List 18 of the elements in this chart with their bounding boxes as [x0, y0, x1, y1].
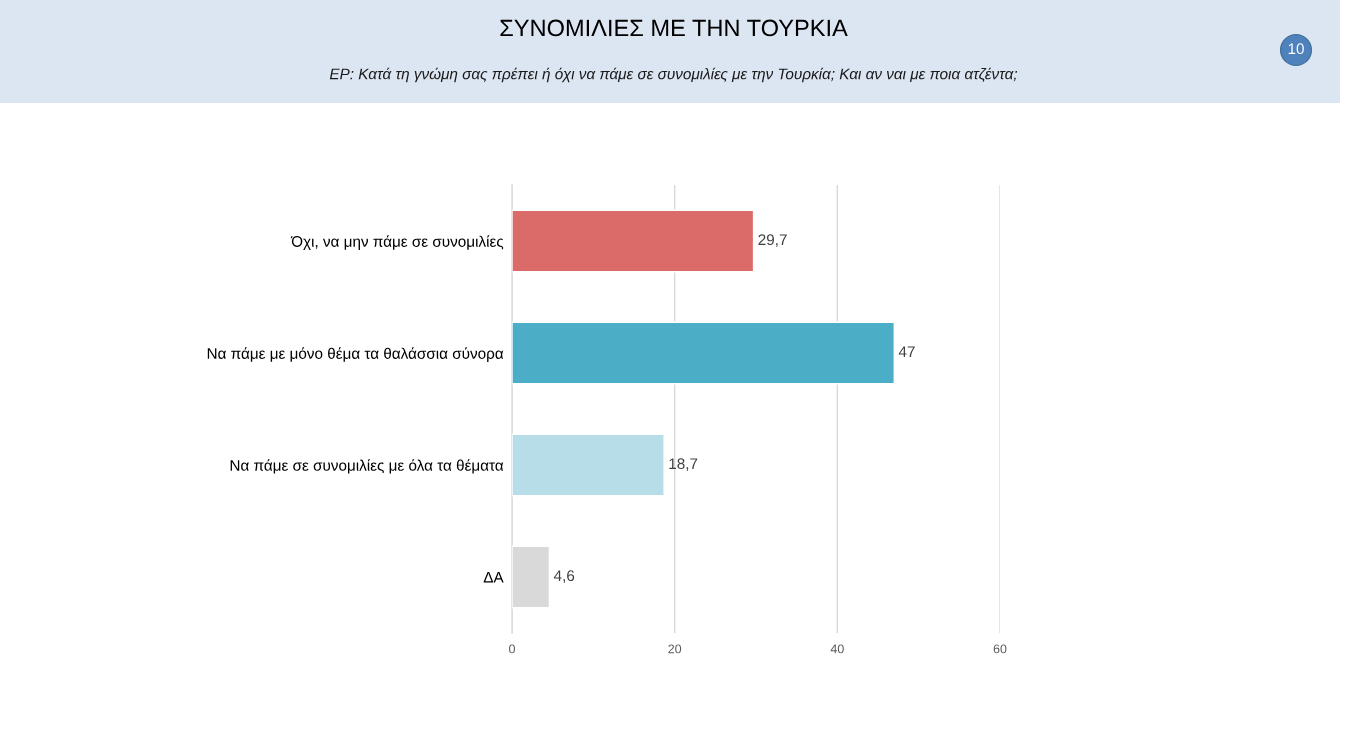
y-tick-label: ΔΑ: [483, 572, 504, 583]
text: 10: [1288, 43, 1304, 55]
bar: [512, 321, 895, 385]
x-tick-label: 20: [668, 644, 682, 654]
bar: [512, 433, 665, 497]
data-label: 47: [898, 346, 915, 357]
chart-subtitle: ΕΡ: Κατά τη γνώμη σας πρέπει ή όχι να πάμε σε συνομιλίες με την Τουρκία; Και αν ναι με ποια ατζέντα;: [329, 67, 1018, 83]
y-tick-label: Όχι, να μην πάμε σε συνομιλίες: [290, 235, 504, 250]
x-tick-label: 40: [830, 644, 844, 654]
chart-title: ΣΥΝΟΜΙΛΙΕΣ ΜΕ ΤΗΝ ΤΟΥΡΚΙΑ: [500, 19, 848, 37]
x-tick-label: 0: [509, 644, 515, 654]
data-label: 29,7: [758, 234, 787, 247]
y-tick-label: Να πάμε με μόνο θέμα τα θαλάσσια σύνορα: [207, 347, 504, 362]
y-tick-label: Να πάμε σε συνομιλίες με όλα τα θέματα: [230, 459, 504, 474]
data-label: 18,7: [669, 458, 698, 471]
x-tick-label: 60: [993, 644, 1007, 654]
bar: [512, 209, 755, 273]
data-label: 4,6: [553, 570, 575, 583]
